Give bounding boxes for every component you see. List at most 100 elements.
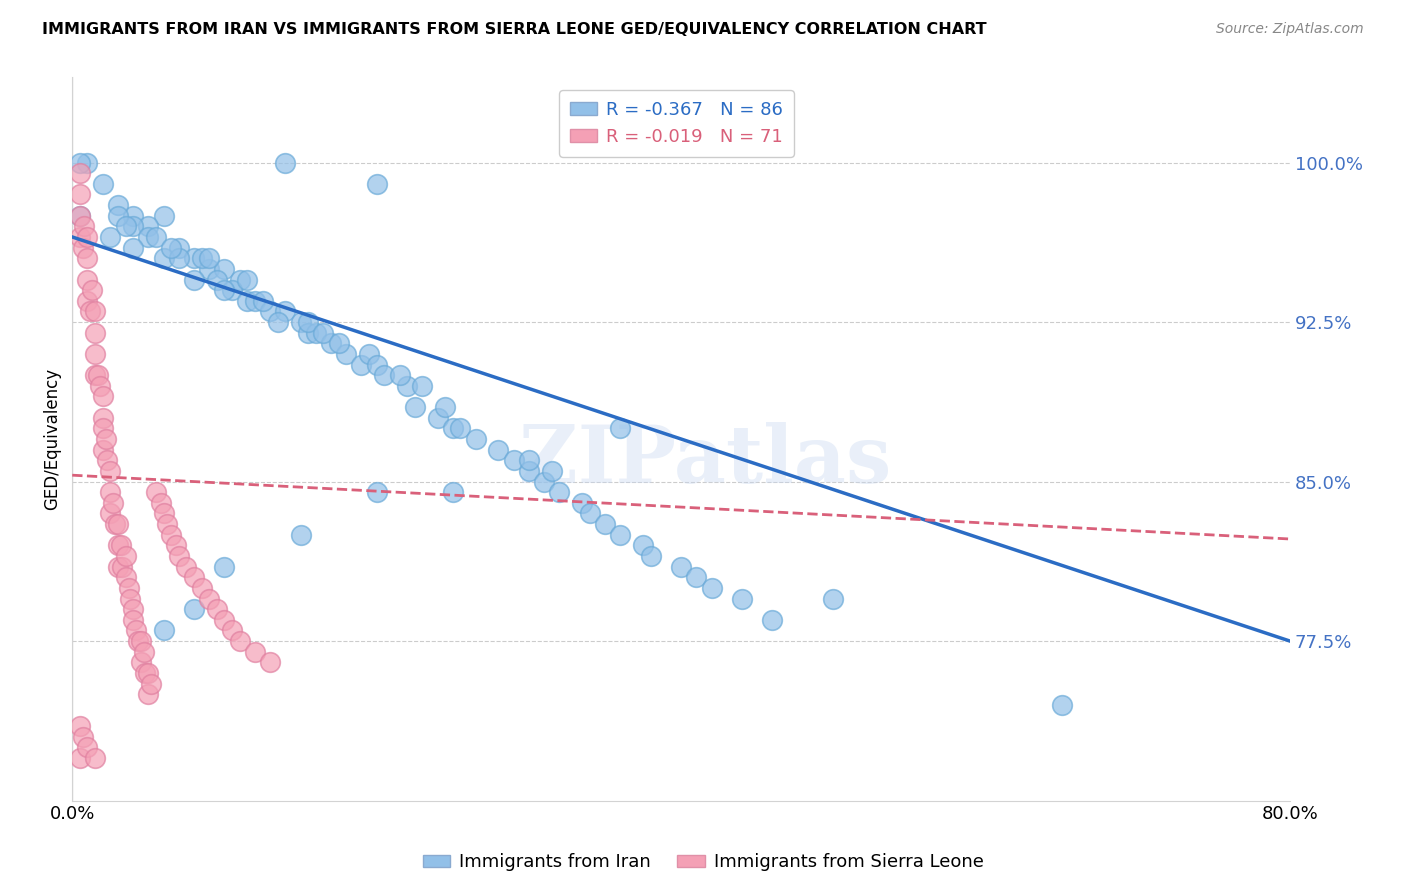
Point bbox=[228, 272, 250, 286]
Point bbox=[366, 177, 388, 191]
Text: IMMIGRANTS FROM IRAN VS IMMIGRANTS FROM SIERRA LEONE GED/EQUIVALENCY CORRELATION: IMMIGRANTS FROM IRAN VS IMMIGRANTS FROM … bbox=[42, 22, 987, 37]
Point bbox=[114, 219, 136, 234]
Point bbox=[69, 166, 91, 180]
Point bbox=[1050, 698, 1073, 712]
Point bbox=[366, 485, 388, 500]
Point bbox=[236, 272, 259, 286]
Point bbox=[214, 613, 236, 627]
Point bbox=[205, 602, 228, 616]
Point bbox=[640, 549, 662, 563]
Point bbox=[138, 230, 160, 244]
Point bbox=[335, 347, 357, 361]
Point bbox=[134, 665, 156, 680]
Point bbox=[243, 293, 266, 308]
Point bbox=[167, 241, 190, 255]
Point bbox=[91, 421, 114, 435]
Point bbox=[357, 347, 380, 361]
Point bbox=[190, 581, 212, 595]
Point bbox=[267, 315, 290, 329]
Point bbox=[69, 230, 91, 244]
Point bbox=[69, 751, 91, 765]
Point bbox=[243, 645, 266, 659]
Point bbox=[125, 624, 148, 638]
Point bbox=[205, 272, 228, 286]
Point bbox=[132, 645, 155, 659]
Point bbox=[198, 591, 221, 606]
Point bbox=[91, 177, 114, 191]
Point bbox=[91, 410, 114, 425]
Point bbox=[122, 241, 145, 255]
Point bbox=[533, 475, 555, 489]
Point bbox=[214, 261, 236, 276]
Point bbox=[236, 293, 259, 308]
Point bbox=[252, 293, 274, 308]
Point bbox=[84, 304, 107, 318]
Point bbox=[114, 549, 136, 563]
Point bbox=[183, 570, 205, 584]
Point bbox=[540, 464, 562, 478]
Point bbox=[411, 379, 433, 393]
Point bbox=[312, 326, 335, 340]
Point bbox=[165, 538, 187, 552]
Point bbox=[669, 559, 692, 574]
Point bbox=[138, 687, 160, 701]
Point bbox=[110, 538, 132, 552]
Point bbox=[122, 219, 145, 234]
Point bbox=[122, 613, 145, 627]
Point bbox=[79, 304, 101, 318]
Point bbox=[609, 527, 631, 541]
Point bbox=[76, 272, 98, 286]
Point bbox=[578, 507, 600, 521]
Point bbox=[517, 464, 540, 478]
Point bbox=[87, 368, 110, 383]
Text: ZIPatlas: ZIPatlas bbox=[519, 422, 891, 500]
Point bbox=[107, 198, 129, 212]
Legend: R = -0.367   N = 86, R = -0.019   N = 71: R = -0.367 N = 86, R = -0.019 N = 71 bbox=[560, 90, 794, 157]
Point bbox=[631, 538, 654, 552]
Point bbox=[69, 719, 91, 733]
Point bbox=[160, 241, 183, 255]
Point bbox=[117, 581, 139, 595]
Point bbox=[145, 230, 167, 244]
Point bbox=[214, 283, 236, 297]
Point bbox=[183, 272, 205, 286]
Point bbox=[76, 740, 98, 755]
Point bbox=[73, 219, 96, 234]
Point bbox=[190, 252, 212, 266]
Point bbox=[517, 453, 540, 467]
Point bbox=[145, 485, 167, 500]
Point bbox=[228, 634, 250, 648]
Point bbox=[72, 241, 94, 255]
Point bbox=[305, 326, 328, 340]
Text: Source: ZipAtlas.com: Source: ZipAtlas.com bbox=[1216, 22, 1364, 37]
Point bbox=[149, 496, 172, 510]
Point bbox=[464, 432, 486, 446]
Point bbox=[129, 656, 152, 670]
Point bbox=[183, 602, 205, 616]
Point bbox=[84, 368, 107, 383]
Point bbox=[98, 230, 121, 244]
Point bbox=[152, 252, 174, 266]
Point bbox=[221, 624, 243, 638]
Point bbox=[122, 602, 145, 616]
Point bbox=[91, 389, 114, 403]
Point bbox=[441, 421, 464, 435]
Point bbox=[76, 252, 98, 266]
Point bbox=[274, 155, 297, 169]
Point bbox=[69, 155, 91, 169]
Point bbox=[152, 624, 174, 638]
Point bbox=[138, 219, 160, 234]
Point bbox=[198, 261, 221, 276]
Point bbox=[103, 496, 125, 510]
Point bbox=[167, 549, 190, 563]
Point bbox=[167, 252, 190, 266]
Point bbox=[823, 591, 845, 606]
Point bbox=[98, 485, 121, 500]
Point bbox=[366, 358, 388, 372]
Point bbox=[426, 410, 449, 425]
Point bbox=[183, 252, 205, 266]
Point bbox=[91, 442, 114, 457]
Point bbox=[89, 379, 111, 393]
Point bbox=[107, 538, 129, 552]
Point bbox=[290, 527, 312, 541]
